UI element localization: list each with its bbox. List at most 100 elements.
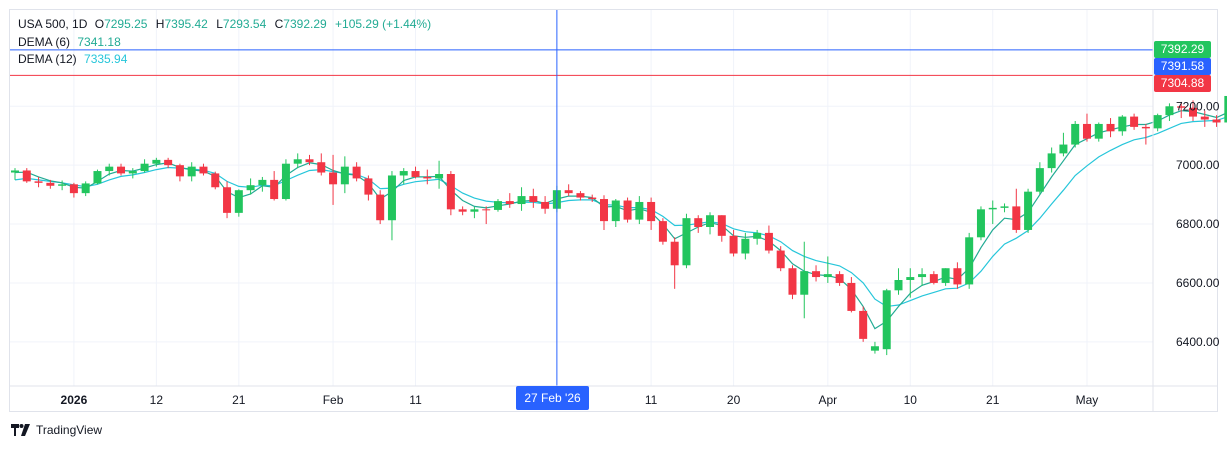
candle-body — [117, 166, 126, 174]
candle-body — [22, 170, 31, 182]
candle-body — [93, 171, 102, 184]
candle — [105, 163, 114, 176]
candle — [1082, 113, 1091, 142]
candle-body — [1118, 116, 1127, 132]
y-tick-label: 6600.00 — [1176, 276, 1220, 290]
candle — [929, 271, 938, 285]
x-tick-label: May — [1076, 393, 1099, 407]
candle-body — [505, 201, 514, 205]
candle — [1071, 121, 1080, 148]
candle — [352, 162, 361, 182]
candle — [576, 191, 585, 201]
candle-body — [411, 171, 420, 177]
candle-body — [988, 207, 997, 210]
x-tick-label: 10 — [904, 393, 918, 407]
candle-body — [941, 268, 950, 283]
candle — [941, 268, 950, 286]
candle-body — [246, 185, 255, 191]
candle — [411, 166, 420, 179]
x-tick-label: 11 — [645, 393, 658, 407]
dema6-label: DEMA (6) — [18, 35, 71, 49]
candle — [741, 232, 750, 260]
dema6-line — [14, 110, 1227, 330]
candle — [800, 241, 809, 319]
candle — [1106, 118, 1115, 138]
candle-body — [258, 179, 267, 186]
legend-ohlc-row: USA 500, 1D O7295.25 H7395.42 L7293.54 C… — [18, 17, 435, 31]
x-tick-label: Apr — [818, 393, 837, 407]
candle-body — [870, 346, 879, 351]
candle — [152, 157, 161, 167]
chart-frame[interactable] — [9, 9, 1218, 412]
candle — [340, 156, 349, 194]
candle — [635, 196, 644, 225]
low-value: 7293.54 — [222, 17, 267, 31]
candle — [953, 262, 962, 289]
candle-body — [929, 274, 938, 283]
candle — [1035, 162, 1044, 195]
symbol-label[interactable]: USA 500, 1D — [18, 17, 88, 31]
x-tick-label: Feb — [323, 393, 344, 407]
candle-body — [1071, 123, 1080, 145]
candle — [753, 229, 762, 245]
candle — [258, 176, 267, 192]
brand-name: TradingView — [36, 423, 103, 437]
candle-body — [446, 174, 455, 210]
candle — [647, 197, 656, 230]
candle-body — [953, 268, 962, 285]
candle — [847, 277, 856, 313]
candle-body — [293, 159, 302, 164]
candle-body — [1106, 123, 1115, 132]
legend-dema12-row[interactable]: DEMA (12) 7335.94 — [18, 52, 131, 66]
candle-body — [458, 209, 467, 212]
candle-body — [1130, 116, 1139, 127]
candle-body — [576, 193, 585, 198]
candle — [164, 157, 173, 169]
candle — [882, 288, 891, 356]
candle — [588, 194, 597, 202]
candle-body — [175, 165, 184, 177]
candle — [706, 212, 715, 235]
candle-body — [753, 232, 762, 239]
candle-body — [1082, 123, 1091, 139]
candle-body — [1012, 206, 1021, 230]
candle — [1118, 115, 1127, 136]
candle-body — [69, 184, 78, 194]
candle — [564, 184, 573, 197]
candle — [1153, 113, 1162, 132]
candle-body — [1165, 106, 1174, 116]
candle — [223, 181, 232, 219]
legend-dema6-row[interactable]: DEMA (6) 7341.18 — [18, 35, 125, 49]
candle-body — [1153, 115, 1162, 129]
candle — [1141, 123, 1150, 145]
candle — [270, 171, 279, 201]
candle-body — [918, 274, 927, 278]
candle-body — [58, 184, 67, 186]
candle-body — [81, 183, 90, 194]
candle-body — [281, 163, 290, 200]
candle — [46, 179, 55, 189]
candle-body — [199, 166, 208, 174]
candle — [293, 153, 302, 169]
tradingview-brand[interactable]: TradingView — [11, 423, 102, 437]
candle — [423, 169, 432, 185]
candle — [1047, 147, 1056, 173]
candle — [34, 176, 43, 188]
low-label: L — [216, 17, 223, 31]
candle — [399, 168, 408, 185]
candle-body — [340, 166, 349, 185]
candle — [623, 197, 632, 223]
dema6-value: 7341.18 — [77, 35, 121, 49]
candle — [317, 153, 326, 176]
candle-body — [823, 274, 832, 278]
candle — [529, 188, 538, 208]
candle-body — [152, 159, 161, 164]
x-tick-label: 21 — [986, 393, 1000, 407]
candle — [788, 265, 797, 300]
candle-body — [882, 290, 891, 350]
candle — [1177, 101, 1186, 119]
change-value: +105.29 (+1.44%) — [335, 17, 432, 31]
candle — [600, 195, 608, 230]
candle-body — [1224, 95, 1227, 123]
